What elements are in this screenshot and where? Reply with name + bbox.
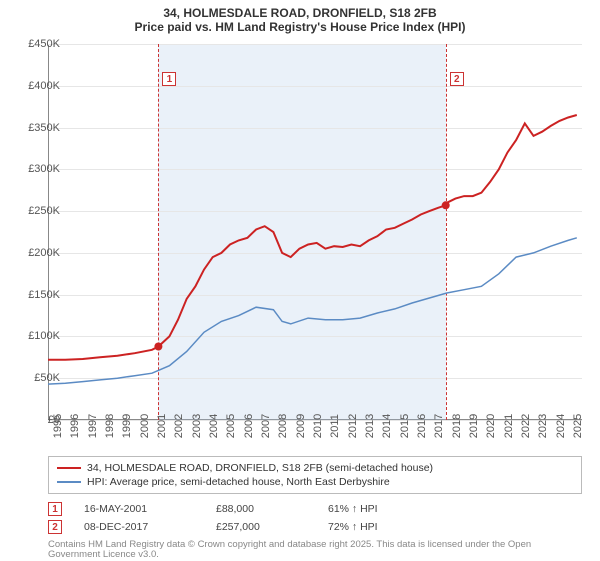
x-tick-label: 2004 bbox=[208, 414, 220, 438]
x-tick-label: 2011 bbox=[329, 414, 341, 438]
legend-label: HPI: Average price, semi-detached house,… bbox=[87, 476, 390, 488]
title-line2: Price paid vs. HM Land Registry's House … bbox=[0, 20, 600, 34]
series-line-price_paid bbox=[48, 115, 577, 360]
event-row: 2 08-DEC-2017 £257,000 72% ↑ HPI bbox=[48, 518, 582, 536]
x-tick-label: 2014 bbox=[381, 414, 393, 438]
x-tick-label: 1995 bbox=[52, 414, 64, 438]
event-marker: 2 bbox=[48, 520, 62, 534]
y-tick-label: £350K bbox=[16, 122, 60, 134]
event-delta: 72% ↑ HPI bbox=[328, 521, 378, 533]
y-tick-label: £250K bbox=[16, 205, 60, 217]
legend-row: HPI: Average price, semi-detached house,… bbox=[57, 475, 573, 489]
event-date: 16-MAY-2001 bbox=[84, 503, 194, 515]
x-tick-label: 2018 bbox=[451, 414, 463, 438]
x-tick-label: 2008 bbox=[277, 414, 289, 438]
x-tick-label: 2015 bbox=[399, 414, 411, 438]
legend-swatch bbox=[57, 481, 81, 483]
y-tick-label: £150K bbox=[16, 289, 60, 301]
x-tick-label: 1999 bbox=[121, 414, 133, 438]
title-line1: 34, HOLMESDALE ROAD, DRONFIELD, S18 2FB bbox=[0, 6, 600, 20]
event-delta: 61% ↑ HPI bbox=[328, 503, 378, 515]
event-row: 1 16-MAY-2001 £88,000 61% ↑ HPI bbox=[48, 500, 582, 518]
series-marker bbox=[442, 201, 450, 209]
y-tick-label: £200K bbox=[16, 247, 60, 259]
series-line-hpi bbox=[48, 238, 577, 384]
event-price: £88,000 bbox=[216, 503, 306, 515]
event-date: 08-DEC-2017 bbox=[84, 521, 194, 533]
legend-box: 34, HOLMESDALE ROAD, DRONFIELD, S18 2FB … bbox=[48, 456, 582, 494]
x-tick-label: 2022 bbox=[520, 414, 532, 438]
x-tick-label: 2020 bbox=[485, 414, 497, 438]
x-tick-label: 2021 bbox=[503, 414, 515, 438]
x-tick-label: 2010 bbox=[312, 414, 324, 438]
title-block: 34, HOLMESDALE ROAD, DRONFIELD, S18 2FB … bbox=[0, 0, 600, 36]
x-tick-label: 2019 bbox=[468, 414, 480, 438]
x-tick-label: 2003 bbox=[191, 414, 203, 438]
x-tick-label: 1996 bbox=[69, 414, 81, 438]
x-tick-label: 2007 bbox=[260, 414, 272, 438]
y-tick-label: £100K bbox=[16, 330, 60, 342]
y-tick-label: £400K bbox=[16, 80, 60, 92]
x-tick-label: 2025 bbox=[572, 414, 584, 438]
legend-swatch bbox=[57, 467, 81, 469]
series-marker bbox=[154, 343, 162, 351]
chart-plot-area: 12 bbox=[48, 44, 582, 420]
x-tick-label: 2006 bbox=[243, 414, 255, 438]
line-series-svg bbox=[48, 44, 582, 420]
y-tick-label: £50K bbox=[16, 372, 60, 384]
y-tick-label: £300K bbox=[16, 163, 60, 175]
x-tick-label: 2005 bbox=[225, 414, 237, 438]
event-table: 1 16-MAY-2001 £88,000 61% ↑ HPI 2 08-DEC-2017… bbox=[48, 500, 582, 536]
x-tick-label: 2013 bbox=[364, 414, 376, 438]
chart-container: 34, HOLMESDALE ROAD, DRONFIELD, S18 2FB … bbox=[0, 0, 600, 560]
x-tick-label: 2001 bbox=[156, 414, 168, 438]
y-tick-label: £450K bbox=[16, 38, 60, 50]
event-price: £257,000 bbox=[216, 521, 306, 533]
license-caption: Contains HM Land Registry data © Crown c… bbox=[48, 540, 582, 561]
x-tick-label: 2002 bbox=[173, 414, 185, 438]
x-tick-label: 2017 bbox=[433, 414, 445, 438]
x-tick-label: 1998 bbox=[104, 414, 116, 438]
x-tick-label: 2000 bbox=[139, 414, 151, 438]
x-tick-label: 2024 bbox=[555, 414, 567, 438]
legend-row: 34, HOLMESDALE ROAD, DRONFIELD, S18 2FB … bbox=[57, 461, 573, 475]
x-tick-label: 1997 bbox=[87, 414, 99, 438]
x-tick-label: 2016 bbox=[416, 414, 428, 438]
x-tick-label: 2012 bbox=[347, 414, 359, 438]
event-marker: 1 bbox=[48, 502, 62, 516]
legend-label: 34, HOLMESDALE ROAD, DRONFIELD, S18 2FB … bbox=[87, 462, 433, 474]
x-tick-label: 2023 bbox=[537, 414, 549, 438]
x-tick-label: 2009 bbox=[295, 414, 307, 438]
